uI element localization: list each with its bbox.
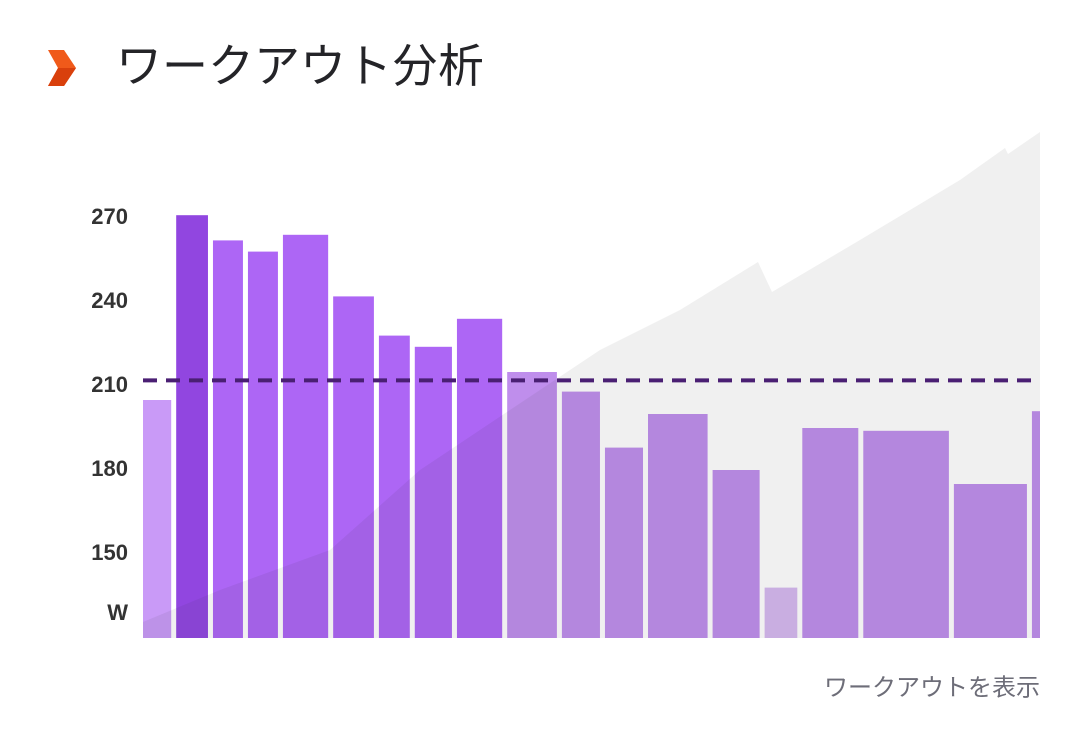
bar <box>802 428 859 638</box>
bar <box>414 346 452 638</box>
view-workout-link[interactable]: ワークアウトを表示 <box>824 674 1040 701</box>
bar <box>604 447 644 638</box>
bar <box>333 296 374 638</box>
bar <box>953 484 1027 638</box>
bar <box>764 587 798 638</box>
bar <box>247 251 278 638</box>
bar <box>176 215 208 638</box>
bar <box>648 414 708 638</box>
bar <box>561 391 600 638</box>
bar <box>863 430 949 638</box>
y-tick-label: 180 <box>91 456 128 481</box>
bar <box>212 240 243 638</box>
plot <box>143 132 1040 639</box>
elevation-area <box>143 132 1040 638</box>
bar <box>282 234 329 639</box>
y-tick-label: 270 <box>91 204 128 229</box>
bar <box>378 335 410 638</box>
y-tick-label: 150 <box>91 540 128 565</box>
bar <box>712 470 760 638</box>
y-tick-label: 240 <box>91 288 128 313</box>
bar <box>143 400 172 638</box>
y-tick-label: 210 <box>91 372 128 397</box>
title: ワークアウト分析 <box>116 40 484 92</box>
bar <box>456 318 503 638</box>
y-unit: W <box>107 600 128 625</box>
chevron-icon-shade <box>48 68 76 86</box>
bar <box>507 372 557 638</box>
bar <box>1031 411 1040 638</box>
